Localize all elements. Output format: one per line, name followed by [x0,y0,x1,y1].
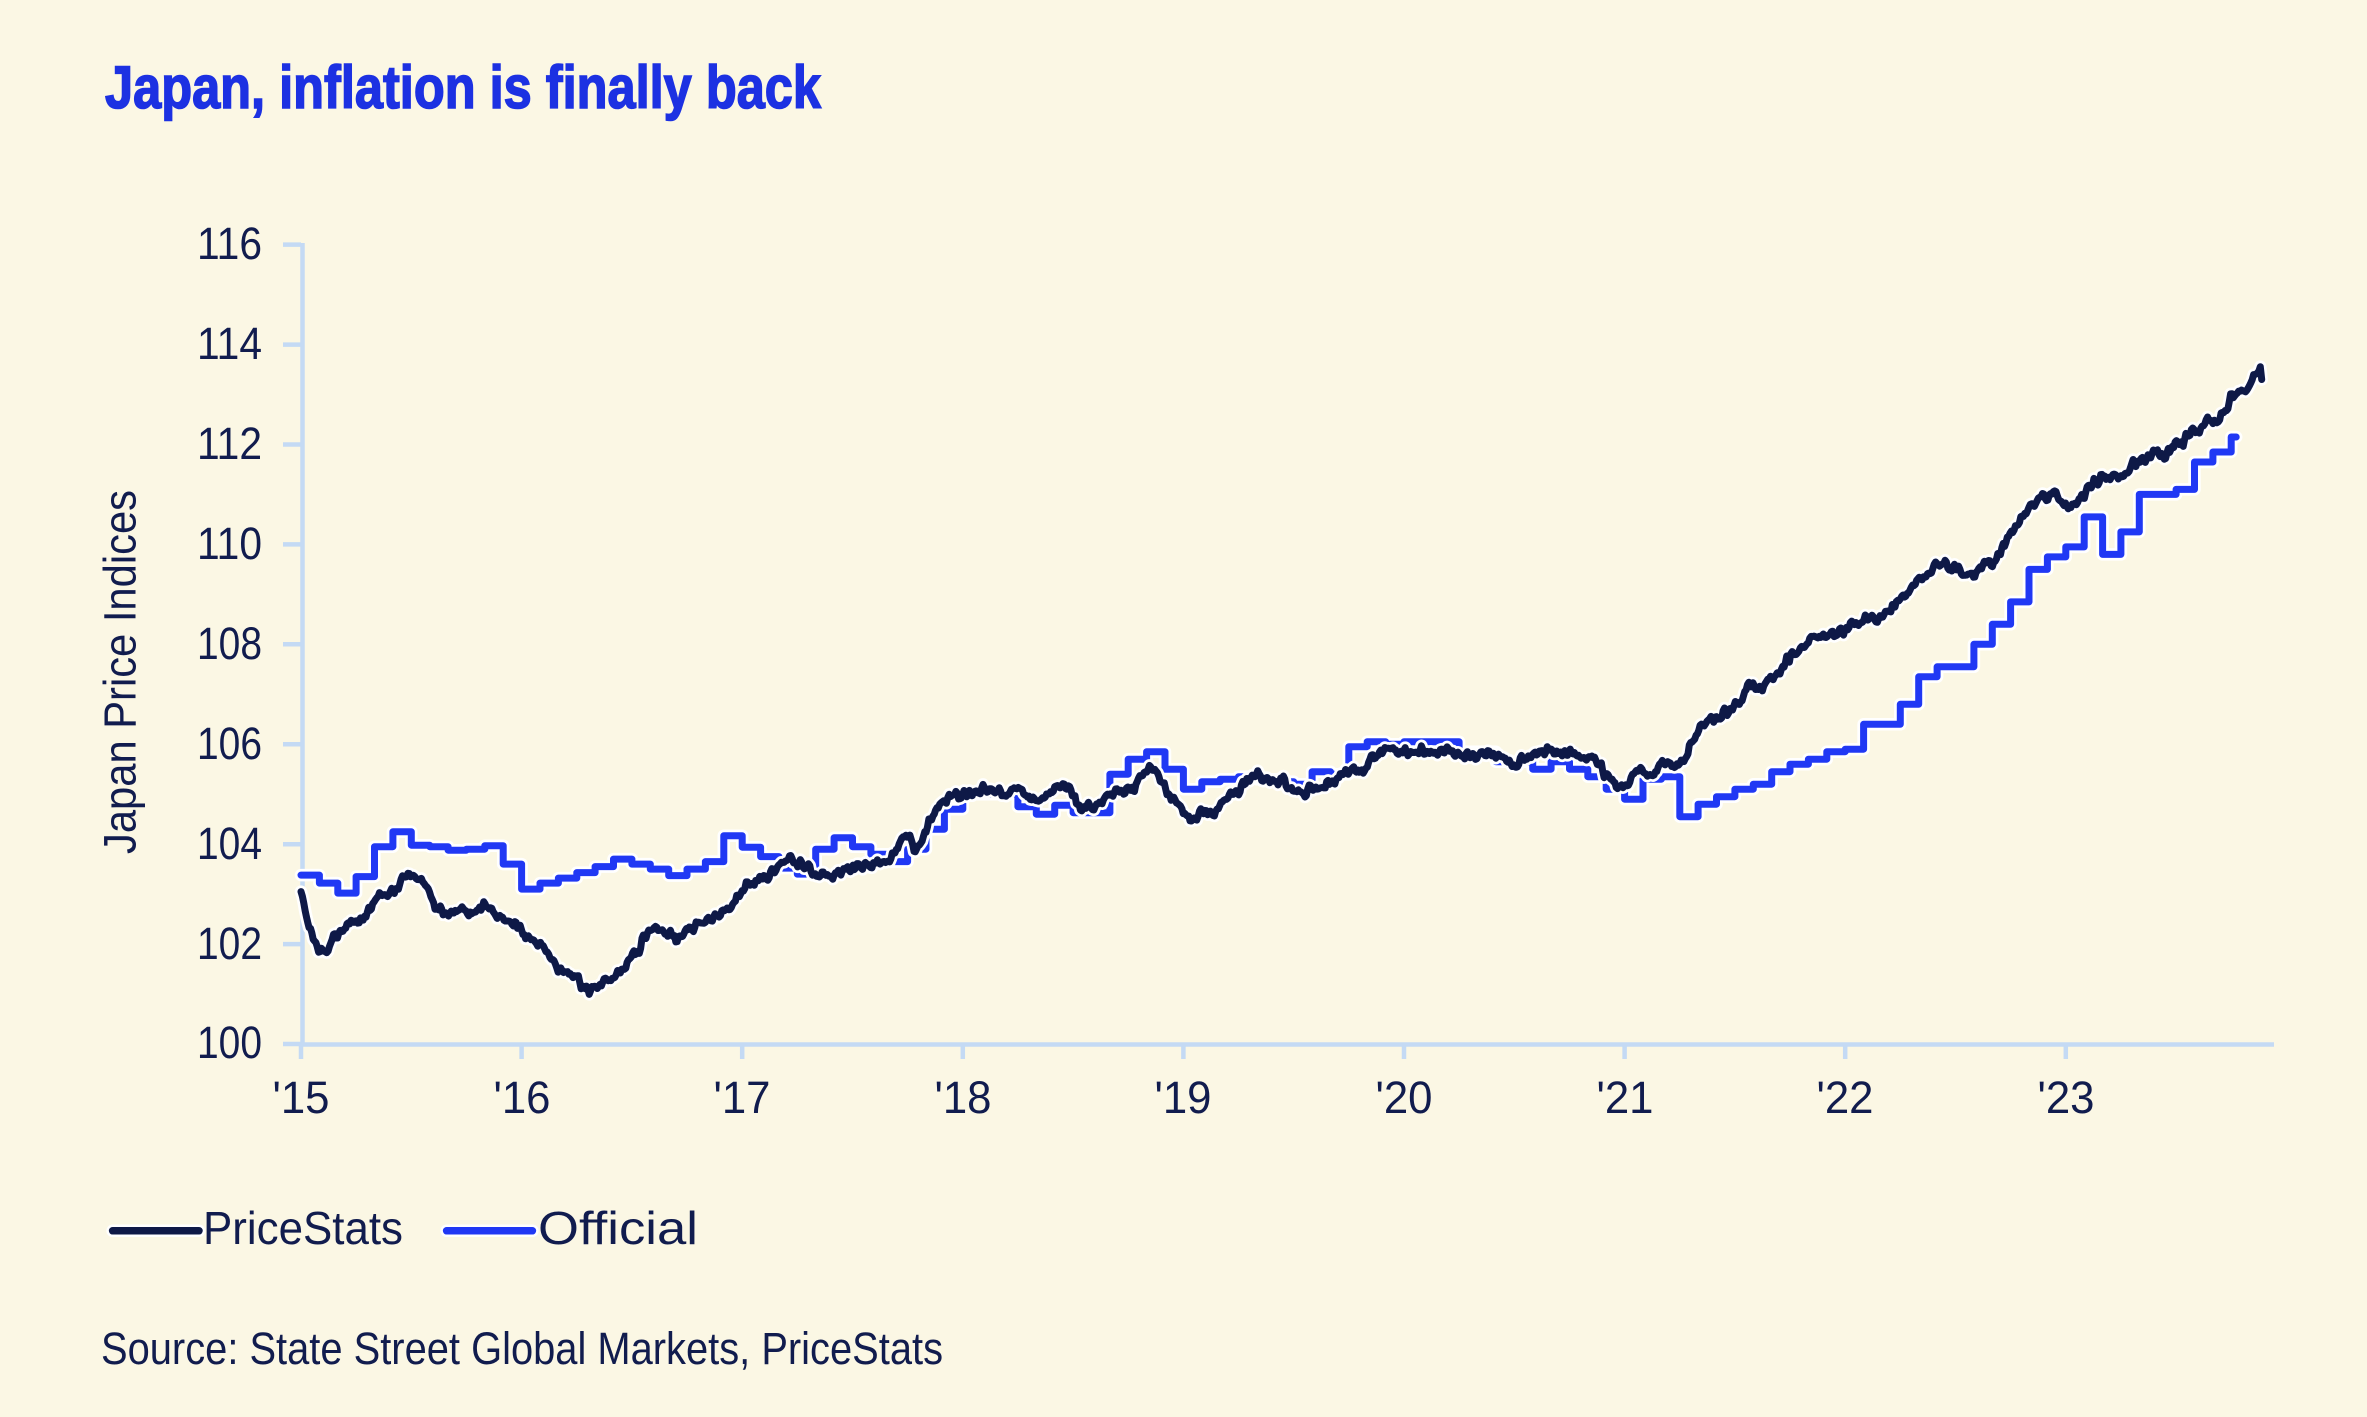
svg-text:'15: '15 [273,1072,330,1123]
svg-text:'22: '22 [1817,1072,1874,1123]
svg-text:'16: '16 [494,1072,551,1123]
svg-text:Official: Official [538,1202,698,1254]
svg-text:PriceStats: PriceStats [203,1202,403,1254]
svg-text:Japan, inflation is finally ba: Japan, inflation is finally back [105,54,822,121]
svg-text:102: 102 [197,918,262,969]
svg-text:'23: '23 [2038,1072,2095,1123]
svg-text:112: 112 [197,418,262,469]
svg-text:'21: '21 [1597,1072,1654,1123]
svg-text:Japan Price Indices: Japan Price Indices [95,490,146,854]
svg-text:110: 110 [197,518,262,569]
svg-text:'18: '18 [935,1072,992,1123]
svg-text:116: 116 [197,218,262,269]
svg-text:114: 114 [197,318,262,369]
svg-text:108: 108 [197,618,262,669]
svg-text:Source: State Street Global Ma: Source: State Street Global Markets, Pri… [101,1323,943,1374]
svg-text:100: 100 [197,1017,262,1068]
svg-text:'17: '17 [714,1072,771,1123]
svg-text:'19: '19 [1155,1072,1212,1123]
svg-text:'20: '20 [1376,1072,1433,1123]
svg-text:106: 106 [197,718,262,769]
svg-text:104: 104 [197,818,262,869]
